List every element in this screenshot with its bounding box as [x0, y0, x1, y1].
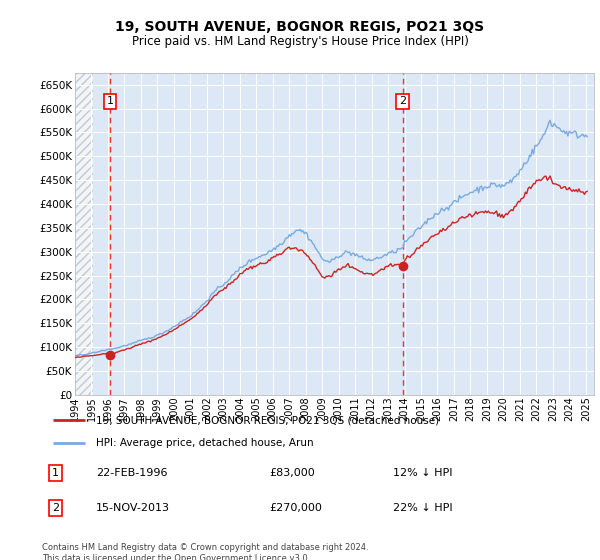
- Text: 15-NOV-2013: 15-NOV-2013: [96, 503, 170, 513]
- Text: 1: 1: [107, 96, 113, 106]
- Text: 22-FEB-1996: 22-FEB-1996: [96, 468, 167, 478]
- Text: 12% ↓ HPI: 12% ↓ HPI: [393, 468, 452, 478]
- Text: 19, SOUTH AVENUE, BOGNOR REGIS, PO21 3QS: 19, SOUTH AVENUE, BOGNOR REGIS, PO21 3QS: [115, 20, 485, 34]
- Text: 2: 2: [52, 503, 59, 513]
- Bar: [75, 73, 93, 395]
- Text: 1: 1: [52, 468, 59, 478]
- Text: HPI: Average price, detached house, Arun: HPI: Average price, detached house, Arun: [96, 438, 314, 448]
- Text: Price paid vs. HM Land Registry's House Price Index (HPI): Price paid vs. HM Land Registry's House …: [131, 35, 469, 48]
- Text: Contains HM Land Registry data © Crown copyright and database right 2024.
This d: Contains HM Land Registry data © Crown c…: [42, 543, 368, 560]
- Text: 22% ↓ HPI: 22% ↓ HPI: [393, 503, 452, 513]
- Text: £270,000: £270,000: [269, 503, 322, 513]
- Text: 2: 2: [399, 96, 406, 106]
- Text: £83,000: £83,000: [269, 468, 314, 478]
- Text: 19, SOUTH AVENUE, BOGNOR REGIS, PO21 3QS (detached house): 19, SOUTH AVENUE, BOGNOR REGIS, PO21 3QS…: [96, 416, 439, 426]
